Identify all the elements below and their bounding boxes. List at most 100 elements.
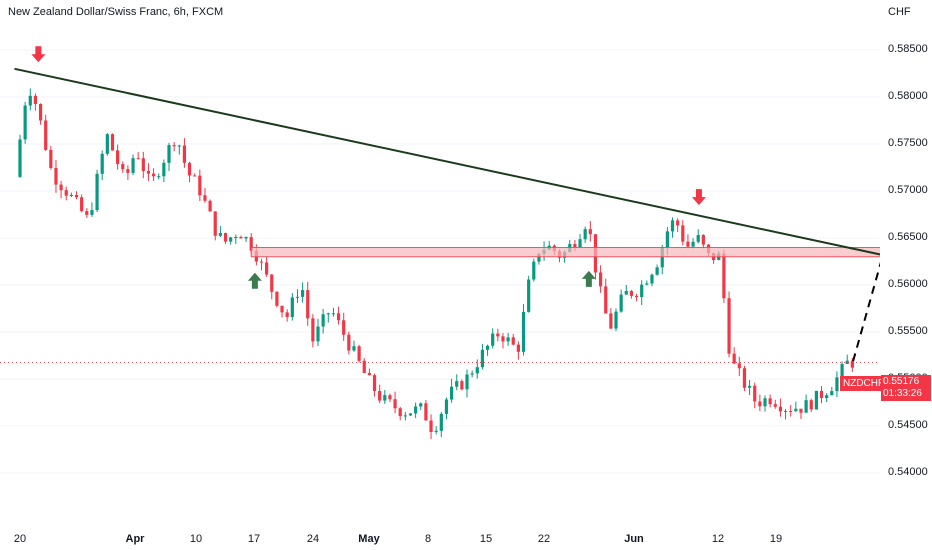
candle-body — [300, 290, 305, 297]
candle-body — [295, 296, 300, 298]
candle-body — [352, 346, 356, 351]
price-tick-label: 0.55500 — [888, 325, 928, 337]
candle-body — [18, 139, 22, 177]
chart-area[interactable] — [0, 0, 932, 528]
candle-body — [342, 320, 346, 335]
candle-body — [747, 385, 752, 388]
candle-body — [578, 239, 582, 248]
candle-body — [537, 253, 541, 262]
time-tick-label: 12 — [711, 533, 725, 545]
candle-body — [280, 305, 284, 313]
candle-body — [825, 395, 829, 399]
candle-body — [203, 195, 207, 201]
candle-body — [783, 410, 788, 412]
candle-body — [424, 403, 428, 421]
candle-body — [532, 261, 536, 280]
candle-body — [38, 103, 43, 121]
candle-body — [742, 368, 747, 388]
candle-body — [285, 312, 289, 318]
candle-body — [835, 377, 839, 392]
candle-body — [239, 236, 243, 239]
price-tick-label: 0.54500 — [888, 419, 928, 431]
price-axis[interactable] — [880, 0, 932, 528]
candle-body — [157, 176, 161, 178]
candle-body — [44, 120, 48, 150]
time-tick-label: 15 — [479, 533, 493, 545]
candle-body — [141, 158, 145, 171]
candle-body — [326, 313, 330, 315]
currency-label: CHF — [888, 6, 911, 18]
candle-body — [414, 406, 418, 414]
candle-body — [691, 241, 695, 247]
candle-body — [470, 373, 474, 375]
price-tick-label: 0.57000 — [888, 184, 928, 196]
candle-body — [378, 391, 382, 401]
candle-body — [732, 353, 736, 364]
candle-body — [383, 395, 387, 401]
candle-body — [614, 311, 618, 329]
candle-body — [773, 404, 777, 407]
trendline — [14, 67, 932, 267]
price-tick-label: 0.57500 — [888, 137, 928, 149]
candle-body — [465, 374, 469, 390]
price-tick-label: 0.58000 — [888, 90, 928, 102]
candle-body — [162, 162, 166, 177]
candle-body — [49, 149, 53, 169]
candle-body — [778, 406, 783, 412]
candle-body — [172, 145, 176, 147]
candle-body — [830, 391, 834, 396]
candle-body — [218, 233, 222, 236]
candle-body — [306, 290, 310, 319]
time-tick-label: Jun — [624, 533, 644, 545]
candle-body — [814, 390, 818, 410]
candle-body — [105, 134, 109, 154]
candle-body — [516, 344, 520, 352]
candle-body — [223, 233, 228, 242]
candle-body — [696, 235, 700, 242]
candle-body — [609, 313, 613, 329]
candle-body — [398, 408, 402, 417]
time-tick-label: 10 — [189, 533, 203, 545]
candle-body — [527, 279, 531, 312]
candle-body — [100, 153, 104, 174]
time-tick-label: 8 — [424, 533, 432, 545]
candle-body — [59, 184, 63, 191]
candle-body — [198, 175, 202, 196]
candle-body — [270, 274, 274, 292]
candle-body — [485, 345, 490, 350]
chart-title: New Zealand Dollar/Swiss Franc, 6h, FXCM — [8, 6, 224, 18]
time-tick-label: May — [358, 533, 380, 545]
candle-body — [357, 346, 361, 361]
candle-body — [799, 408, 803, 413]
candle-body — [794, 408, 798, 412]
candle-body — [347, 334, 351, 351]
candle-body — [331, 313, 336, 315]
candle-body — [182, 145, 187, 163]
candle-body — [126, 169, 130, 173]
candle-body — [429, 420, 433, 432]
candle-body — [95, 173, 99, 211]
candle-body — [676, 220, 680, 226]
candle-body — [681, 225, 685, 242]
time-tick-label: Apr — [125, 533, 145, 545]
candle-body — [634, 295, 639, 298]
candle-body — [449, 386, 454, 400]
candle-body — [455, 381, 459, 387]
candle-body — [33, 95, 38, 104]
candle-body — [367, 372, 371, 376]
candle-body — [54, 168, 58, 185]
candle-body — [64, 190, 68, 196]
candle-body — [491, 333, 495, 346]
candle-body — [208, 200, 212, 212]
candle-body — [753, 385, 757, 402]
candle-body — [804, 400, 808, 413]
candle-body — [665, 231, 669, 248]
candle-body — [496, 333, 500, 337]
candle-body — [213, 211, 217, 236]
candle-body — [629, 290, 634, 296]
down-arrow-icon — [31, 46, 46, 63]
candle-body — [588, 229, 592, 235]
candle-body — [116, 150, 120, 165]
candle-body — [408, 413, 413, 416]
candle-body — [727, 298, 731, 354]
